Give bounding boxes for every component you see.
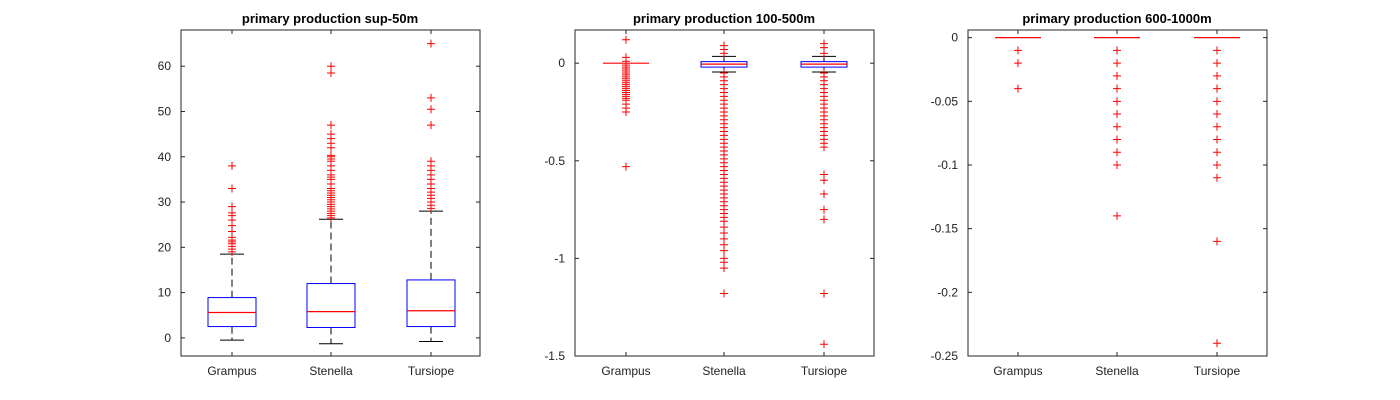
subplot-2-title: primary production 100-500m (633, 11, 815, 26)
subplot-2-xtick-stenella: Stenella (702, 364, 746, 378)
subplot-3: primary production 600-1000m 0 -0.05 -0.1 -… (931, 11, 1268, 378)
subplot-3-tursiope-outlier (1213, 122, 1221, 131)
subplot-1-ytick-label: 60 (158, 59, 172, 73)
subplot-3-tursiope-outlier (1213, 59, 1221, 68)
subplot-3-stenella-outlier (1113, 122, 1121, 131)
subplot-3-tursiope-outlier (1213, 339, 1221, 348)
subplot-1-stenella-outlier (327, 151, 335, 160)
subplot-2-stenella-outlier (720, 246, 728, 255)
subplot-2-grampus-outlier (622, 107, 630, 116)
subplot-1-tursiope-outlier (427, 105, 435, 114)
subplot-2-grampus-outlier (622, 162, 630, 171)
subplot-1-stenella-outlier (327, 69, 335, 78)
subplot-3-tursiope-outlier (1213, 237, 1221, 246)
subplot-3-stenella-outlier (1113, 211, 1121, 220)
subplot-3-xtick-grampus: Grampus (993, 364, 1042, 378)
subplot-1-xtick-grampus: Grampus (207, 364, 256, 378)
subplot-3-grampus-outlier (1014, 84, 1022, 93)
subplot-2-grampus-outlier (622, 35, 630, 44)
subplot-3-tursiope-outlier (1213, 46, 1221, 55)
subplot-2-xtick-grampus: Grampus (601, 364, 650, 378)
subplot-2-tursiope-outlier (820, 205, 828, 214)
subplot-2-tursiope-outlier (820, 49, 828, 58)
subplot-1-ytick-label: 20 (158, 240, 172, 254)
subplot-3-stenella-outlier (1113, 84, 1121, 93)
subplot-1-ytick-label: 0 (164, 331, 171, 345)
subplot-3-tursiope-outlier (1213, 173, 1221, 182)
subplot-2-stenella-outlier (720, 289, 728, 298)
subplot-1-grampus-outlier (228, 184, 236, 193)
subplot-1-tursiope-outlier (427, 121, 435, 130)
subplot-3-stenella-outlier (1113, 110, 1121, 119)
subplot-1-ytick-label: 50 (158, 105, 172, 119)
subplot-3-ytick-label: -0.05 (931, 94, 959, 108)
subplot-3-grampus-outlier (1014, 59, 1022, 68)
subplot-3-stenella-outlier (1113, 59, 1121, 68)
subplot-1-tursiope-outlier (427, 93, 435, 102)
subplot-3-grampus-outlier (1014, 46, 1022, 55)
subplot-3-stenella-outlier (1113, 148, 1121, 157)
subplot-3-tursiope-outlier (1213, 71, 1221, 80)
subplot-2-tursiope-outlier (820, 340, 828, 349)
subplot-2-stenella-outlier (720, 264, 728, 273)
subplot-1-tursiope-outlier (427, 39, 435, 48)
subplot-3-tursiope-outlier (1213, 97, 1221, 106)
subplot-1-xtick-tursiope: Tursiope (408, 364, 455, 378)
subplot-3-xtick-stenella: Stenella (1095, 364, 1139, 378)
subplot-3-title: primary production 600-1000m (1022, 11, 1211, 26)
subplot-2-ytick-label: 0 (558, 56, 565, 70)
subplot-3-plot-area: 0 -0.05 -0.1 -0.15 -0.2 -0.25 (931, 30, 1267, 363)
subplot-2-tursiope-outlier (820, 215, 828, 224)
subplot-3-ytick-label: -0.1 (937, 158, 958, 172)
subplot-1-stenella-box (306, 283, 356, 328)
subplot-3-axes-frame (967, 29, 1268, 357)
subplot-3-tursiope-outlier (1213, 135, 1221, 144)
subplot-2-tursiope-outlier (820, 143, 828, 152)
subplot-3-ytick-label: -0.2 (937, 285, 958, 299)
subplot-1: primary production sup-50m 0 10 20 30 40 50 60… (158, 11, 481, 378)
subplot-3-ytick-label: -0.25 (931, 349, 959, 363)
subplot-2-xtick-tursiope: Tursiope (801, 364, 848, 378)
subplot-1-plot-area: 0 10 20 30 40 50 60 (158, 30, 480, 356)
subplot-1-stenella-outlier (327, 130, 335, 139)
subplot-2-ytick-label: -1 (554, 251, 565, 265)
subplot-1-ytick-label: 40 (158, 150, 172, 164)
subplot-1-tursiope-outlier (427, 157, 435, 166)
subplot-3-tursiope-outlier (1213, 148, 1221, 157)
subplot-2-tursiope-outlier (820, 189, 828, 198)
subplot-1-grampus-outlier (228, 202, 236, 211)
subplot-1-grampus-outlier (228, 161, 236, 170)
subplot-3-xtick-tursiope: Tursiope (1194, 364, 1241, 378)
subplot-3-stenella-outlier (1113, 46, 1121, 55)
subplot-2: primary production 100-500m 0-0.5-1-1.5 … (544, 11, 875, 378)
subplot-2-stenella-outlier (720, 49, 728, 58)
subplot-1-stenella-outlier (327, 121, 335, 130)
subplot-3-tursiope-outlier (1213, 84, 1221, 93)
subplot-3-stenella-outlier (1113, 135, 1121, 144)
subplot-1-xtick-stenella: Stenella (309, 364, 353, 378)
subplot-1-ytick-label: 30 (158, 195, 172, 209)
subplot-1-tursiope-box (406, 279, 456, 328)
subplot-3-stenella-outlier (1113, 71, 1121, 80)
subplot-2-tursiope-outlier (820, 176, 828, 185)
subplot-3-ytick-label: -0.15 (931, 222, 959, 236)
subplot-2-ytick-label: -0.5 (544, 154, 565, 168)
subplot-3-tursiope-outlier (1213, 160, 1221, 169)
subplot-3-ytick-label: 0 (951, 31, 958, 45)
subplot-2-tursiope-outlier (820, 289, 828, 298)
subplot-1-title: primary production sup-50m (242, 11, 418, 26)
subplot-1-ytick-label: 10 (158, 286, 172, 300)
subplot-2-plot-area: 0 -0.5 -1 -1.5 (544, 30, 874, 363)
subplot-3-stenella-outlier (1113, 97, 1121, 106)
subplot-1-stenella-outlier (327, 62, 335, 71)
subplot-2-ytick-label: -1.5 (544, 349, 565, 363)
subplot-3-tursiope-outlier (1213, 110, 1221, 119)
subplot-3-stenella-outlier (1113, 160, 1121, 169)
